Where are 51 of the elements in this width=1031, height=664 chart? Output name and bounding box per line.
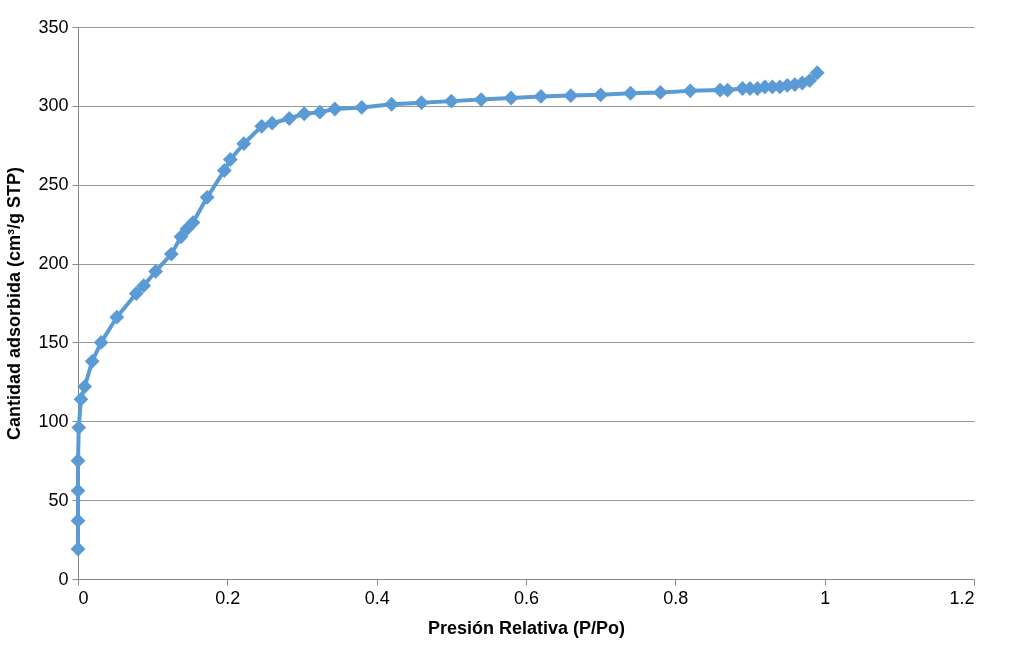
point <box>84 353 100 369</box>
point <box>623 85 638 101</box>
point <box>414 95 429 111</box>
y-tick-label: 350 <box>38 16 69 37</box>
y-tick-label: 300 <box>38 95 69 116</box>
x-tick-label: 1 <box>820 587 831 608</box>
point <box>593 87 609 103</box>
point <box>254 118 270 134</box>
point <box>443 93 459 109</box>
x-axis-title: Presión Relativa (P/Po) <box>427 617 626 638</box>
x-tick-label: 0 <box>78 587 89 608</box>
y-tick-label: 50 <box>48 489 69 510</box>
y-axis-title: Cantidad adsorbida (cm³/g STP) <box>4 166 25 441</box>
point <box>148 264 164 279</box>
point <box>70 541 86 557</box>
x-tick-label: 0.8 <box>663 587 689 608</box>
point <box>312 104 328 120</box>
point <box>264 115 280 131</box>
point <box>109 309 125 325</box>
point <box>71 420 87 436</box>
point <box>563 88 579 104</box>
point <box>128 286 144 301</box>
point <box>173 229 189 245</box>
point <box>503 90 519 106</box>
point <box>327 101 343 117</box>
y-tick-label: 100 <box>38 410 69 431</box>
point <box>533 88 549 104</box>
x-tick-label: 0.2 <box>215 587 241 608</box>
point <box>136 278 152 294</box>
point <box>93 335 109 350</box>
point <box>473 92 489 107</box>
point <box>682 83 698 99</box>
point <box>77 379 93 394</box>
x-tick-label: 0.4 <box>364 587 390 608</box>
point <box>652 85 668 100</box>
y-tick-label: 250 <box>38 174 69 195</box>
point <box>809 65 825 81</box>
point <box>73 391 89 407</box>
point <box>216 163 232 178</box>
y-tick-label: 150 <box>38 331 69 352</box>
point <box>163 246 179 262</box>
y-tick-label: 0 <box>58 568 69 589</box>
point <box>296 106 312 122</box>
point <box>222 152 238 167</box>
point <box>354 100 370 115</box>
y-tick-label: 200 <box>38 253 69 274</box>
x-tick-label: 0.6 <box>513 587 540 608</box>
point <box>236 136 252 152</box>
point <box>281 111 297 126</box>
point <box>199 189 215 205</box>
x-tick-label: 1.2 <box>949 587 975 608</box>
